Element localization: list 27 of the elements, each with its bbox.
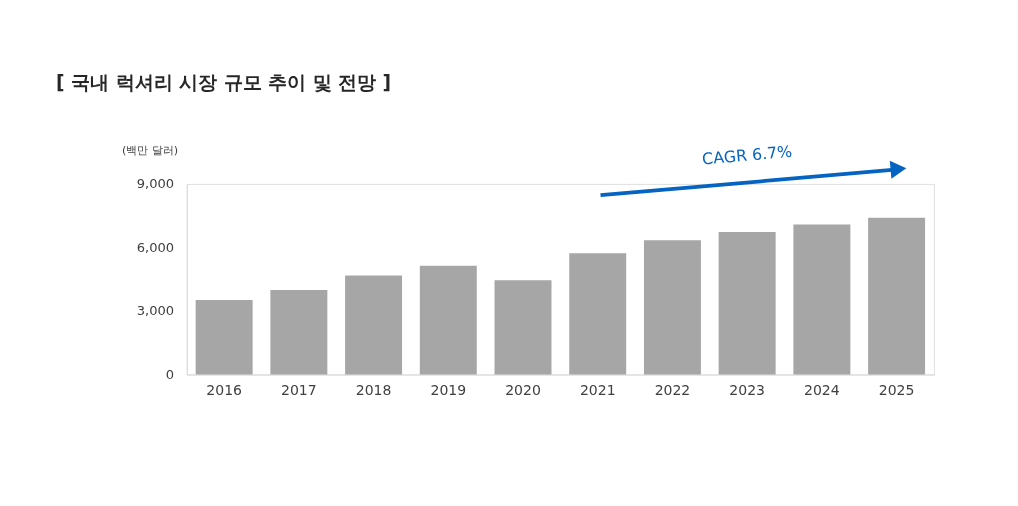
x-tick-label: 2016 [206,382,243,399]
x-tick-label: 2019 [430,382,467,399]
y-tick-label: 6,000 [136,239,175,255]
x-tick-label: 2023 [729,382,765,399]
x-tick-label: 2018 [355,382,392,399]
x-tick-label: 2017 [281,382,317,399]
x-tick-label: 2022 [654,382,691,399]
chart-title: [ 국내 럭셔리 시장 규모 추이 및 전망 ] [56,71,392,93]
y-tick-label: 3,000 [136,303,175,319]
bar [793,224,851,375]
bar [494,280,552,375]
x-tick-label: 2021 [579,382,616,399]
y-axis-title: (백만 달러) [121,143,179,157]
text: CAGR 6.7% [701,141,793,169]
bar [643,240,701,375]
bar [718,232,776,375]
bar [569,253,627,375]
x-tick-label: 2024 [804,382,840,399]
y-tick-label: 0 [165,366,175,382]
bar [270,290,328,375]
bar [419,265,477,375]
bar [868,217,926,375]
bar [345,275,403,375]
x-tick-label: 2025 [878,382,915,399]
bar [195,299,253,375]
x-tick-label: 2020 [505,382,541,399]
y-tick-label: 9,000 [136,176,175,192]
